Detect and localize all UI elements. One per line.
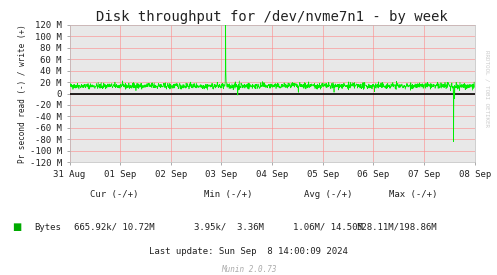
Text: Bytes: Bytes bbox=[34, 223, 61, 232]
Text: ■: ■ bbox=[12, 222, 22, 232]
Text: Avg (-/+): Avg (-/+) bbox=[304, 190, 352, 199]
Text: 528.11M/198.86M: 528.11M/198.86M bbox=[357, 223, 437, 232]
Text: Last update: Sun Sep  8 14:00:09 2024: Last update: Sun Sep 8 14:00:09 2024 bbox=[149, 248, 348, 256]
Text: 3.95k/  3.36M: 3.95k/ 3.36M bbox=[194, 223, 263, 232]
Text: Cur (-/+): Cur (-/+) bbox=[90, 190, 139, 199]
Text: RRDTOOL / TOBI OETIKER: RRDTOOL / TOBI OETIKER bbox=[485, 50, 490, 127]
Text: Max (-/+): Max (-/+) bbox=[389, 190, 437, 199]
Text: 1.06M/ 14.50M: 1.06M/ 14.50M bbox=[293, 223, 363, 232]
Text: 665.92k/ 10.72M: 665.92k/ 10.72M bbox=[74, 223, 155, 232]
Text: Munin 2.0.73: Munin 2.0.73 bbox=[221, 265, 276, 274]
Y-axis label: Pr second read (-) / write (+): Pr second read (-) / write (+) bbox=[18, 24, 27, 163]
Text: Min (-/+): Min (-/+) bbox=[204, 190, 253, 199]
Title: Disk throughput for /dev/nvme7n1 - by week: Disk throughput for /dev/nvme7n1 - by we… bbox=[96, 10, 448, 24]
